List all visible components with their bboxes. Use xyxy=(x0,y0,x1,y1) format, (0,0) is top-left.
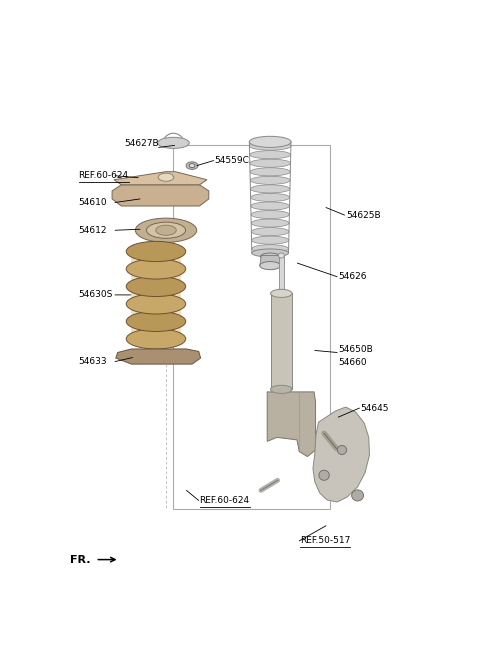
Ellipse shape xyxy=(260,262,281,270)
Polygon shape xyxy=(260,255,281,266)
Ellipse shape xyxy=(156,225,176,236)
Ellipse shape xyxy=(278,253,284,258)
Ellipse shape xyxy=(319,470,329,480)
Ellipse shape xyxy=(126,241,186,262)
Text: REF.60-624: REF.60-624 xyxy=(79,171,129,180)
Ellipse shape xyxy=(249,136,291,148)
Ellipse shape xyxy=(251,194,289,201)
Ellipse shape xyxy=(252,249,288,257)
Ellipse shape xyxy=(252,245,288,253)
Text: 54645: 54645 xyxy=(360,403,389,413)
Ellipse shape xyxy=(250,151,290,159)
Ellipse shape xyxy=(126,276,186,297)
Ellipse shape xyxy=(251,202,289,210)
Ellipse shape xyxy=(271,289,292,297)
Ellipse shape xyxy=(250,176,290,184)
Ellipse shape xyxy=(146,222,186,238)
Ellipse shape xyxy=(252,236,288,244)
Ellipse shape xyxy=(186,162,198,169)
Text: 54650B: 54650B xyxy=(338,346,373,354)
Ellipse shape xyxy=(261,253,280,260)
Polygon shape xyxy=(116,349,201,364)
Text: 54660: 54660 xyxy=(338,358,367,367)
Polygon shape xyxy=(313,407,370,502)
Ellipse shape xyxy=(135,218,197,242)
Ellipse shape xyxy=(158,173,174,181)
Ellipse shape xyxy=(250,142,291,150)
Text: 54630S: 54630S xyxy=(79,291,113,299)
Ellipse shape xyxy=(251,219,289,227)
Polygon shape xyxy=(112,185,209,206)
Ellipse shape xyxy=(352,490,363,501)
Text: REF.50-517: REF.50-517 xyxy=(300,537,350,545)
Text: 54559C: 54559C xyxy=(215,156,249,165)
Text: 54627B: 54627B xyxy=(124,139,159,148)
Ellipse shape xyxy=(250,168,290,176)
FancyBboxPatch shape xyxy=(271,293,292,390)
Text: 54626: 54626 xyxy=(338,272,367,281)
Text: 54633: 54633 xyxy=(79,357,107,366)
Polygon shape xyxy=(267,392,315,457)
Polygon shape xyxy=(114,172,207,185)
Ellipse shape xyxy=(251,185,290,193)
Ellipse shape xyxy=(251,211,289,218)
Text: FR.: FR. xyxy=(70,554,91,565)
Text: 54625B: 54625B xyxy=(347,211,381,220)
Ellipse shape xyxy=(252,228,289,236)
FancyBboxPatch shape xyxy=(131,251,181,339)
Text: REF.60-624: REF.60-624 xyxy=(200,496,250,505)
Text: 54610: 54610 xyxy=(79,198,107,207)
Ellipse shape xyxy=(126,294,186,314)
FancyBboxPatch shape xyxy=(279,255,284,293)
Ellipse shape xyxy=(189,163,195,168)
Ellipse shape xyxy=(126,329,186,349)
Text: 54612: 54612 xyxy=(79,226,107,235)
Ellipse shape xyxy=(157,137,189,148)
Ellipse shape xyxy=(126,259,186,279)
Ellipse shape xyxy=(337,445,347,455)
Ellipse shape xyxy=(126,312,186,331)
Ellipse shape xyxy=(250,159,290,167)
Ellipse shape xyxy=(271,385,292,394)
